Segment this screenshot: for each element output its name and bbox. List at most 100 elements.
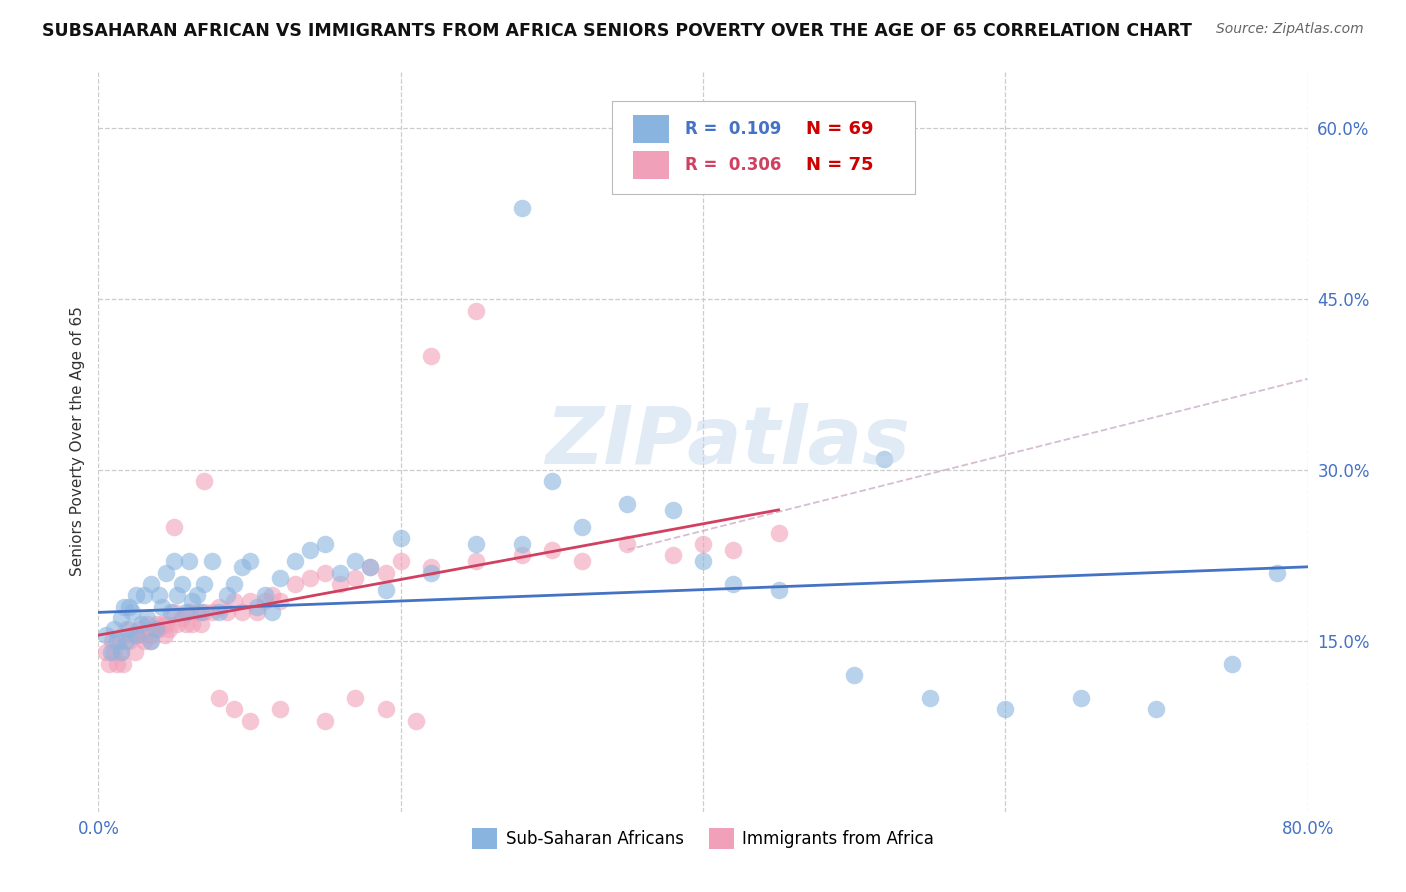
Point (124, 645, 146, 659)
Point (186, 606, 208, 620)
Text: SUBSAHARAN AFRICAN VS IMMIGRANTS FROM AFRICA SENIORS POVERTY OVER THE AGE OF 65 : SUBSAHARAN AFRICAN VS IMMIGRANTS FROM AF… (42, 22, 1192, 40)
Point (420, 566, 443, 580)
Point (329, 577, 352, 591)
Point (150, 599, 173, 614)
Point (114, 633, 136, 648)
Point (132, 588, 155, 602)
Point (465, 303, 488, 318)
Point (616, 497, 638, 511)
Point (101, 633, 124, 648)
Point (344, 554, 367, 568)
Point (374, 582, 396, 597)
Point (148, 623, 170, 637)
Point (193, 577, 215, 591)
Point (208, 606, 231, 620)
Point (143, 623, 166, 637)
Point (141, 577, 163, 591)
Point (405, 714, 427, 728)
Point (108, 633, 131, 648)
FancyBboxPatch shape (613, 101, 915, 194)
Point (465, 554, 488, 568)
Text: Source: ZipAtlas.com: Source: ZipAtlas.com (1216, 22, 1364, 37)
Point (420, 349, 443, 363)
Point (723, 542, 745, 557)
Point (135, 611, 157, 625)
Point (179, 606, 201, 620)
Point (150, 616, 173, 631)
Point (1070, 690, 1092, 705)
Point (616, 537, 638, 551)
Point (224, 577, 246, 591)
Text: R =  0.109: R = 0.109 (685, 120, 782, 138)
Point (170, 611, 193, 625)
Point (135, 616, 157, 631)
Point (284, 577, 307, 591)
Point (246, 599, 269, 614)
Point (510, 537, 533, 551)
Point (125, 628, 148, 642)
Point (692, 537, 714, 551)
Point (374, 702, 396, 716)
Point (155, 616, 177, 631)
Point (153, 628, 176, 642)
Point (181, 616, 204, 631)
Point (510, 201, 533, 215)
Point (571, 520, 593, 534)
Point (661, 503, 683, 517)
Point (224, 702, 246, 716)
Point (723, 577, 745, 591)
Point (103, 623, 125, 637)
Point (344, 690, 367, 705)
Point (125, 588, 148, 602)
Point (166, 588, 188, 602)
Point (994, 702, 1017, 716)
Point (510, 549, 533, 563)
Point (128, 623, 150, 637)
Point (132, 633, 155, 648)
Point (360, 559, 382, 574)
Point (174, 616, 197, 631)
Point (239, 554, 262, 568)
Legend: Sub-Saharan Africans, Immigrants from Africa: Sub-Saharan Africans, Immigrants from Af… (465, 822, 941, 855)
Point (661, 549, 683, 563)
Point (186, 588, 208, 602)
Point (215, 606, 238, 620)
Point (299, 571, 322, 585)
Point (170, 577, 193, 591)
Point (253, 588, 276, 602)
Point (540, 542, 562, 557)
Point (125, 628, 148, 642)
Point (141, 628, 163, 642)
Point (231, 559, 253, 574)
Point (231, 606, 253, 620)
Point (571, 554, 593, 568)
Text: N = 69: N = 69 (806, 120, 873, 138)
Point (329, 566, 352, 580)
Point (540, 475, 562, 489)
FancyBboxPatch shape (633, 115, 669, 144)
Point (389, 532, 412, 546)
Point (193, 606, 215, 620)
Point (129, 628, 152, 642)
Text: R =  0.306: R = 0.306 (685, 155, 782, 174)
Point (163, 606, 186, 620)
Point (112, 599, 135, 614)
Point (105, 633, 128, 648)
Point (105, 657, 128, 671)
Point (299, 542, 322, 557)
Text: ZIPatlas: ZIPatlas (544, 402, 910, 481)
Point (215, 588, 238, 602)
Point (100, 645, 122, 659)
Point (145, 623, 167, 637)
Point (208, 690, 231, 705)
Point (110, 645, 132, 659)
Point (374, 566, 396, 580)
Point (114, 623, 136, 637)
Point (121, 606, 143, 620)
Point (166, 616, 188, 631)
Text: N = 75: N = 75 (806, 155, 873, 174)
Point (1220, 657, 1243, 671)
Point (389, 554, 412, 568)
Point (146, 616, 169, 631)
Y-axis label: Seniors Poverty Over the Age of 65: Seniors Poverty Over the Age of 65 (69, 307, 84, 576)
